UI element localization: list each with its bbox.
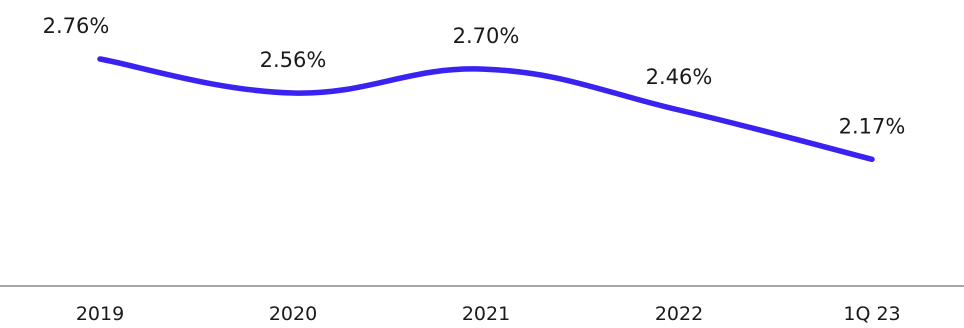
- x-tick-label: 2022: [655, 303, 703, 325]
- data-label: 2.46%: [646, 65, 713, 89]
- x-tick-labels: 2019 2020 2021 2022 1Q 23: [76, 303, 901, 325]
- data-labels: 2.76% 2.56% 2.70% 2.46% 2.17%: [43, 14, 906, 138]
- x-tick-label: 2019: [76, 303, 124, 325]
- data-label: 2.56%: [260, 48, 327, 72]
- data-label: 2.76%: [43, 14, 110, 38]
- x-tick-label: 1Q 23: [843, 303, 900, 325]
- data-label: 2.70%: [453, 24, 520, 48]
- series-line: [97, 56, 875, 163]
- x-tick-label: 2021: [462, 303, 510, 325]
- x-tick-label: 2020: [269, 303, 317, 325]
- data-label: 2.17%: [839, 114, 906, 138]
